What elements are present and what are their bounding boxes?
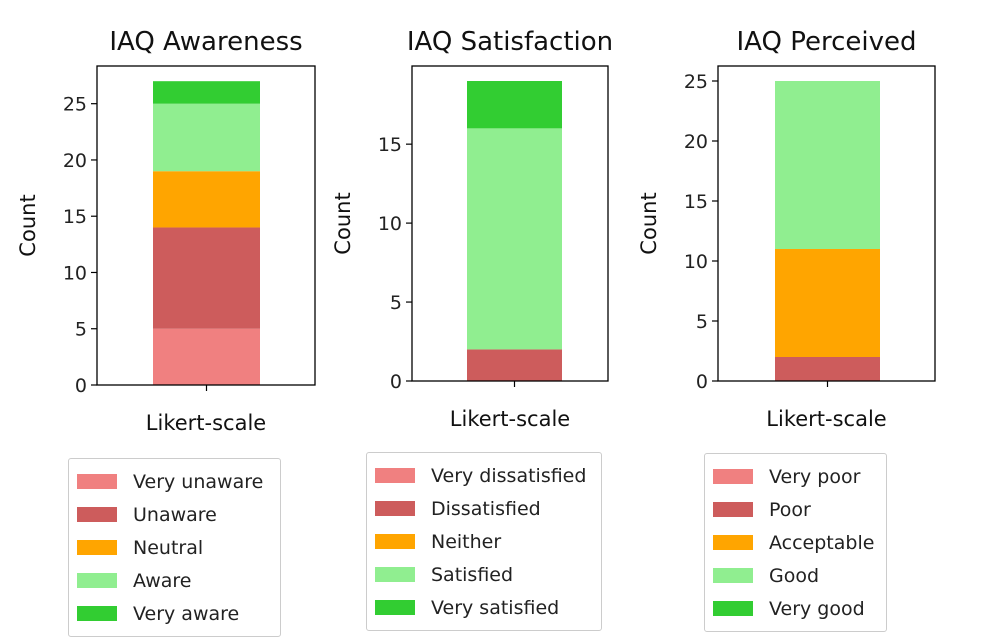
legend-item: Very dissatisfied — [375, 459, 593, 492]
legend-swatch — [713, 601, 753, 616]
y-tick-label: 15 — [378, 134, 402, 156]
legend-swatch — [375, 567, 415, 582]
bar-segment-very-aware — [153, 81, 260, 104]
bar-segment-acceptable — [775, 249, 880, 357]
bar-segment-poor — [775, 357, 880, 381]
y-tick-label: 10 — [684, 251, 708, 273]
chart-title: IAQ Awareness — [109, 27, 302, 57]
y-tick-label: 25 — [684, 71, 708, 93]
legend-item: Aware — [77, 564, 272, 597]
legend-label: Very good — [769, 597, 865, 620]
bar-segment-unaware — [153, 227, 260, 329]
legend-label: Acceptable — [769, 531, 875, 554]
legend-swatch — [77, 540, 117, 555]
legend-label: Very unaware — [133, 470, 264, 493]
y-tick-label: 5 — [390, 292, 402, 314]
y-tick-label: 0 — [696, 371, 708, 393]
y-tick-label: 15 — [684, 191, 708, 213]
y-tick-label: 0 — [75, 375, 87, 397]
legend-swatch — [713, 568, 753, 583]
legend-item: Poor — [713, 493, 878, 526]
legend-item: Very aware — [77, 597, 272, 630]
bar-segment-neutral — [153, 171, 260, 228]
legend-swatch — [375, 501, 415, 516]
bar-segment-very-satisfied — [467, 81, 562, 129]
y-tick-label: 0 — [390, 371, 402, 393]
legend-swatch — [77, 573, 117, 588]
bar-segment-aware — [153, 103, 260, 172]
y-axis-label: Count — [331, 192, 355, 254]
legend-swatch — [713, 502, 753, 517]
y-tick-label: 15 — [63, 206, 87, 228]
legend-item: Unaware — [77, 498, 272, 531]
y-tick-label: 5 — [696, 311, 708, 333]
legend-item: Very satisfied — [375, 591, 593, 624]
legend-swatch — [713, 535, 753, 550]
legend-item: Neutral — [77, 531, 272, 564]
x-axis-label: Likert-scale — [146, 411, 266, 435]
legend-item: Satisfied — [375, 558, 593, 591]
chart-panel-2: 0 5 10 15 20 25 IAQ Perceived Likert-scale Count — [637, 27, 936, 431]
legend-label: Very dissatisfied — [431, 464, 587, 487]
legend-swatch — [77, 474, 117, 489]
legend-label: Poor — [769, 498, 811, 521]
legend-label: Unaware — [133, 503, 217, 526]
plot-frame — [717, 65, 936, 382]
y-axis-label: Count — [16, 194, 40, 256]
bar-segment-very-unaware — [153, 328, 260, 385]
legend-label: Dissatisfied — [431, 497, 541, 520]
legend-swatch — [375, 468, 415, 483]
chart-title: IAQ Satisfaction — [407, 27, 613, 57]
legend-label: Aware — [133, 569, 192, 592]
y-tick-label: 20 — [63, 150, 87, 172]
y-tick-label: 10 — [63, 262, 87, 284]
legend-swatch — [375, 534, 415, 549]
legend-item: Dissatisfied — [375, 492, 593, 525]
y-tick-label: 20 — [684, 131, 708, 153]
legend-item: Good — [713, 559, 878, 592]
bar-segment-good — [775, 81, 880, 249]
chart-panel-0: 0 5 10 15 20 25 IAQ Awareness Likert-scale Count — [16, 27, 316, 435]
chart-panel-1: 0 5 10 15 IAQ Satisfaction Likert-scale Count — [331, 27, 613, 431]
bar-segment-satisfied — [467, 128, 562, 350]
legend-label: Neutral — [133, 536, 204, 559]
legend-swatch — [77, 507, 117, 522]
chart-title: IAQ Perceived — [737, 27, 917, 57]
legend-iaq-awareness: Very unaware Unaware Neutral Aware Very awar… — [68, 458, 281, 637]
legend-label: Neither — [431, 530, 502, 553]
legend-item: Very unaware — [77, 465, 272, 498]
y-tick-label: 10 — [378, 213, 402, 235]
y-tick-label: 5 — [75, 319, 87, 341]
legend-iaq-perceived: Very poor Poor Acceptable Good Very good — [704, 453, 887, 632]
bar-segment-dissatisfied — [467, 349, 562, 381]
legend-label: Good — [769, 564, 820, 587]
legend-item: Acceptable — [713, 526, 878, 559]
legend-swatch — [77, 606, 117, 621]
legend-label: Very satisfied — [431, 596, 560, 619]
legend-label: Very aware — [133, 602, 240, 625]
y-tick-label: 25 — [63, 94, 87, 116]
legend-iaq-satisfaction: Very dissatisfied Dissatisfied Neither Sati… — [366, 452, 602, 631]
legend-label: Very poor — [769, 465, 861, 488]
legend-swatch — [375, 600, 415, 615]
legend-item: Neither — [375, 525, 593, 558]
y-axis-label: Count — [637, 192, 661, 254]
x-axis-label: Likert-scale — [450, 407, 570, 431]
legend-label: Satisfied — [431, 563, 514, 586]
legend-swatch — [713, 469, 753, 484]
legend-item: Very good — [713, 592, 878, 625]
x-axis-label: Likert-scale — [766, 407, 886, 431]
legend-item: Very poor — [713, 460, 878, 493]
